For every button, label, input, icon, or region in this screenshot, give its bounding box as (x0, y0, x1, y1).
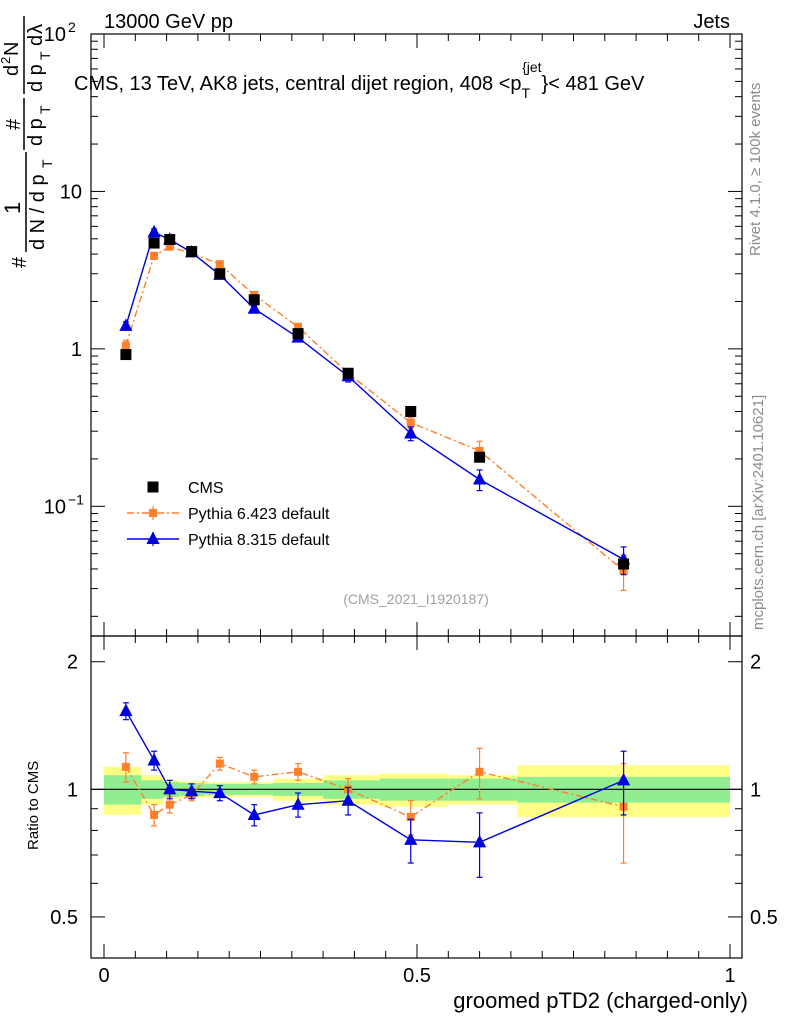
data-point-pythia8 (147, 224, 161, 238)
ratio-point-pythia8 (291, 797, 305, 810)
svg-text:d: d (25, 35, 47, 46)
data-point-cms (186, 246, 198, 258)
legend-marker-pythia6 (149, 509, 157, 517)
ratio-point-pythia6 (150, 810, 159, 819)
ratio-line-pythia6 (125, 762, 624, 818)
svg-text:d N / d p: d N / d p (27, 174, 49, 250)
y-axis-label-main: # d N / d p T 1 d p T # d p T d λ d 2 N (0, 16, 55, 268)
legend-label: Pythia 8.315 default (188, 532, 330, 549)
data-point-pythia6 (406, 418, 415, 427)
legend-marker-pythia8 (146, 531, 160, 545)
data-point-pythia6 (294, 322, 303, 331)
ratio-y-tick-label: 2 (67, 652, 78, 674)
ratio-point-pythia6 (475, 767, 484, 776)
header-energy-label: 13000 GeV pp (104, 11, 233, 33)
data-point-pythia8 (473, 472, 487, 485)
ratio-y-tick-label-right: 1 (750, 779, 761, 801)
legend-marker-cms (147, 481, 159, 493)
svg-text:d p: d p (25, 64, 47, 92)
data-point-cms (292, 328, 304, 340)
legend-label: CMS (188, 480, 224, 497)
y-axis-label-ratio: Ratio to CMS (25, 761, 42, 850)
legend-label: Pythia 6.423 default (188, 506, 330, 523)
ratio-point-pythia8 (404, 832, 418, 845)
data-point-cms (405, 406, 417, 418)
svg-text:N: N (1, 42, 23, 56)
x-axis-label: groomed pTD2 (charged-only) (453, 988, 748, 1013)
ratio-y-tick-label: 1 (67, 779, 78, 801)
data-point-cms (342, 367, 354, 379)
svg-text:λ: λ (25, 24, 47, 34)
svg-text:#: # (9, 256, 31, 268)
svg-text:2: 2 (0, 57, 13, 64)
data-point-pythia6 (215, 260, 224, 269)
data-point-cms (120, 349, 132, 361)
data-point-pythia6 (475, 446, 484, 455)
ratio-point-pythia8 (247, 807, 261, 821)
data-point-cms (248, 294, 260, 306)
data-point-pythia6 (121, 341, 130, 350)
ratio-point-pythia6 (215, 759, 224, 768)
ratio-plot-panel: 0 0.5 1 0.5 0.5 1 1 2 2 (50, 635, 778, 987)
ratio-point-pythia6 (406, 813, 415, 822)
svg-text:#: # (3, 118, 25, 130)
y-tick-label: 10 (44, 24, 66, 46)
ratio-point-pythia6 (121, 762, 130, 771)
ratio-point-pythia6 (294, 767, 303, 776)
y-tick-label: 1 (71, 339, 82, 361)
svg-text:T: T (37, 105, 53, 114)
ratio-point-pythia8 (147, 752, 161, 766)
data-point-pythia8 (119, 318, 133, 331)
ratio-y-tick-label-right: 2 (750, 652, 761, 674)
x-tick-label: 1 (724, 965, 735, 987)
ratio-point-pythia6 (250, 772, 259, 781)
rivet-version-label: Rivet 4.1.0, ≥ 100k events (747, 83, 764, 256)
ratio-point-pythia8 (163, 781, 177, 795)
ratio-point-pythia8 (341, 793, 355, 806)
y-tick-label: 10 (44, 496, 66, 518)
ratio-point-pythia8 (185, 783, 199, 797)
chart-title: CMS, 13 TeV, AK8 jets, central dijet reg… (74, 59, 645, 101)
ratio-point-pythia8 (473, 834, 487, 848)
data-point-pythia6 (150, 251, 159, 260)
data-point-cms (618, 558, 630, 570)
data-point-pythia8 (247, 301, 261, 314)
y-tick-label: 10 (60, 181, 82, 203)
x-tick-label: 0 (98, 965, 109, 987)
data-point-cms (148, 237, 160, 249)
ratio-point-pythia8 (616, 772, 631, 786)
header-jets-label: Jets (693, 11, 730, 33)
mcplots-label: mcplots.cern.ch [arXiv:2401.10621] (750, 395, 767, 630)
svg-text:d: d (1, 65, 23, 76)
data-point-pythia6 (165, 242, 174, 251)
data-point-cms (164, 234, 176, 246)
data-point-cms (214, 268, 226, 280)
svg-text:1: 1 (0, 202, 25, 214)
svg-text:d p: d p (25, 118, 47, 146)
y-tick-exponent: −1 (68, 491, 84, 507)
y-tick-exponent: 2 (68, 19, 76, 35)
x-tick-label: 0.5 (403, 965, 431, 987)
ratio-y-tick-label: 0.5 (50, 907, 78, 929)
data-point-cms (474, 451, 486, 463)
ratio-point-pythia8 (213, 785, 227, 799)
ratio-y-tick-label-right: 0.5 (750, 907, 778, 929)
svg-text:T: T (37, 51, 53, 60)
data-point-pythia8 (404, 426, 418, 439)
analysis-watermark: (CMS_2021_I1920187) (343, 591, 489, 607)
svg-text:T: T (39, 159, 55, 168)
ratio-point-pythia8 (119, 703, 133, 717)
ratio-point-pythia6 (165, 800, 174, 809)
